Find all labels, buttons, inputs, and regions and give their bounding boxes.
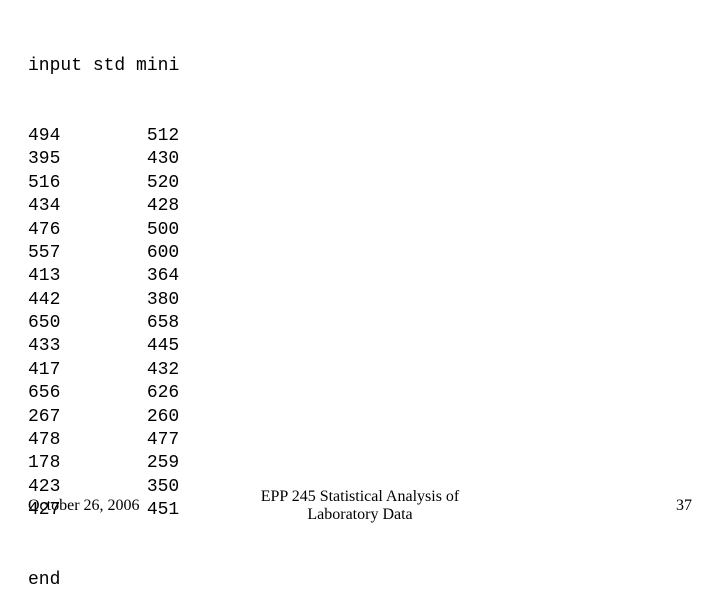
col-header-mini: mini: [136, 56, 179, 76]
col-header-std: std: [93, 56, 125, 76]
table-rows: 494 512395 430516 520434 428476 500557 6…: [28, 125, 179, 523]
footer-date: October 26, 2006: [28, 497, 208, 515]
col-header-input: input: [28, 56, 82, 76]
table-row: 656 626: [28, 382, 179, 405]
slide-footer: October 26, 2006 EPP 245 Statistical Ana…: [0, 488, 720, 524]
table-row: 178 259: [28, 452, 179, 475]
footer-title-line2: Laboratory Data: [307, 506, 412, 523]
table-row: 478 477: [28, 429, 179, 452]
table-row: 395 430: [28, 148, 179, 171]
table-row: 650 658: [28, 312, 179, 335]
footer-title-line1: EPP 245 Statistical Analysis of: [261, 488, 460, 505]
table-header: input std mini: [28, 55, 179, 78]
table-row: 442 380: [28, 289, 179, 312]
table-row: 516 520: [28, 172, 179, 195]
table-row: 433 445: [28, 335, 179, 358]
table-row: 267 260: [28, 406, 179, 429]
table-row: 494 512: [28, 125, 179, 148]
table-row: 413 364: [28, 265, 179, 288]
end-marker: end: [28, 569, 179, 592]
table-row: 434 428: [28, 195, 179, 218]
data-table: input std mini 494 512395 430516 520434 …: [28, 8, 179, 616]
footer-page-number: 37: [512, 497, 692, 515]
table-row: 557 600: [28, 242, 179, 265]
table-row: 417 432: [28, 359, 179, 382]
table-row: 476 500: [28, 219, 179, 242]
footer-title: EPP 245 Statistical Analysis of Laborato…: [208, 488, 512, 524]
